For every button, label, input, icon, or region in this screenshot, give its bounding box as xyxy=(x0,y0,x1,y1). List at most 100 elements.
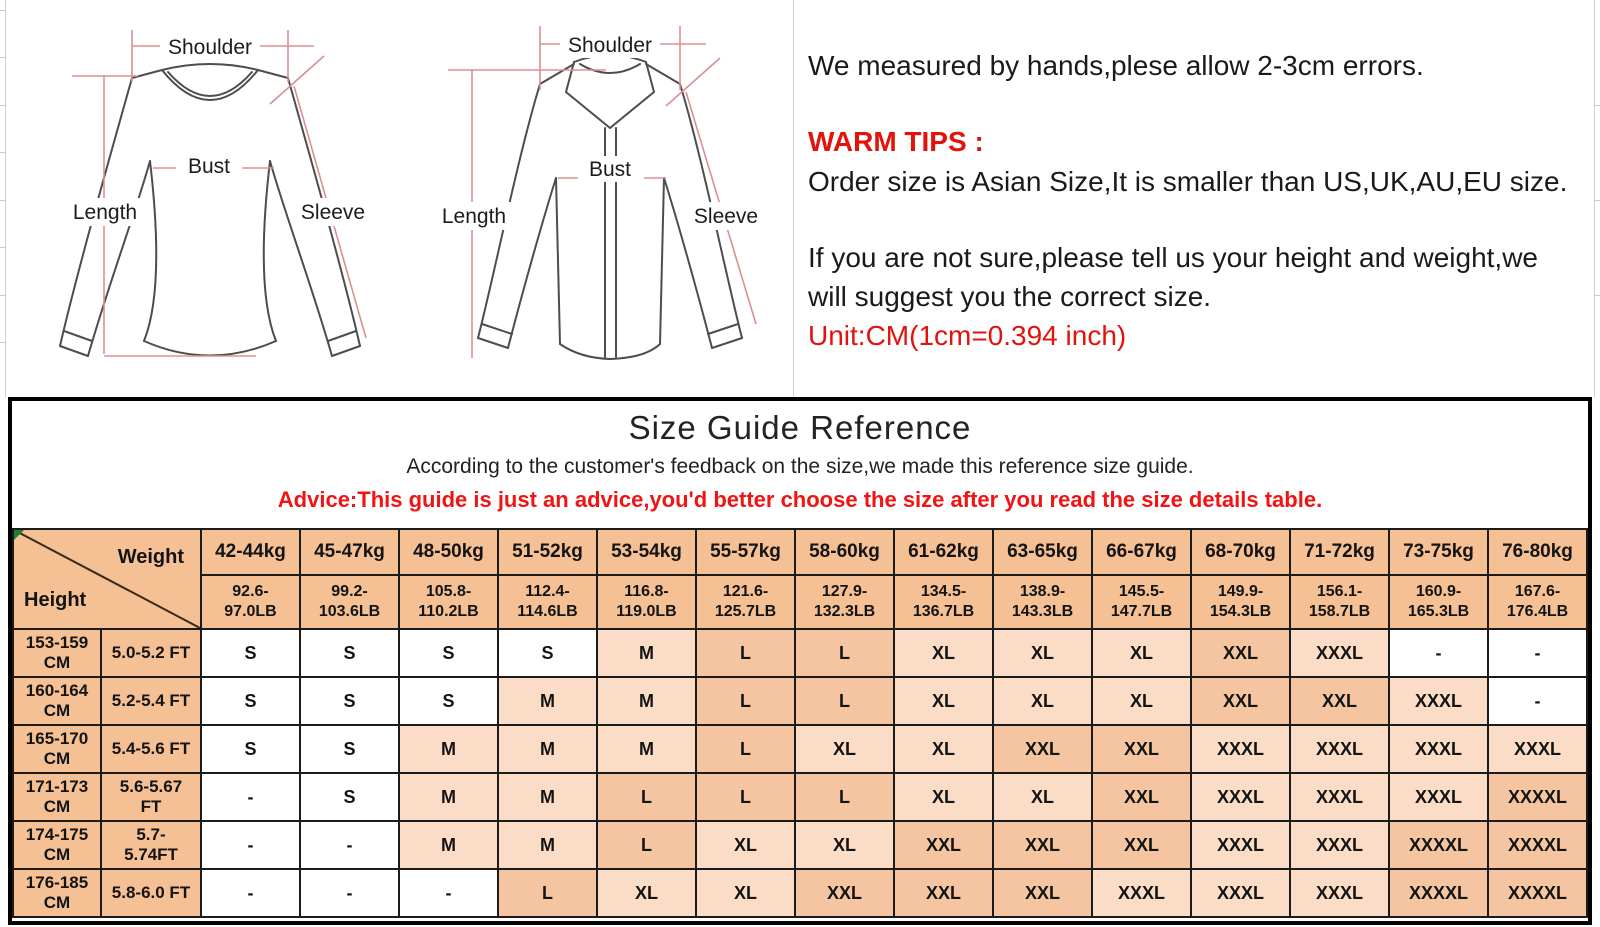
size-cell: M xyxy=(497,676,598,726)
size-cell: XXXL xyxy=(1091,868,1192,918)
size-cell: XXL xyxy=(893,820,994,870)
size-cell: XXL xyxy=(794,868,895,918)
not-sure-note-line2: will suggest you the correct size. xyxy=(808,281,1212,312)
size-cell: S xyxy=(398,628,499,678)
size-cell: L xyxy=(794,628,895,678)
weight-kg-header: 48-50kg xyxy=(398,528,499,576)
weight-lb-header: 167.6- 176.4LB xyxy=(1487,574,1588,630)
label-bg xyxy=(296,198,370,226)
table-row: 160-164 CM 5.2-5.4 FT S S S M M L L XL XL… xyxy=(12,676,1588,726)
weight-kg-header: 71-72kg xyxy=(1289,528,1390,576)
gridline xyxy=(1594,295,1600,296)
gridline xyxy=(0,10,6,11)
size-cell: - xyxy=(1388,628,1489,678)
label-bg xyxy=(176,152,242,180)
size-cell: M xyxy=(596,724,697,774)
weight-kg-header: 66-67kg xyxy=(1091,528,1192,576)
weight-kg-header: 61-62kg xyxy=(893,528,994,576)
size-cell: M xyxy=(398,820,499,870)
weight-lb-header: 127.9- 132.3LB xyxy=(794,574,895,630)
size-cell: M xyxy=(596,676,697,726)
shirt-length-label: Length xyxy=(442,205,506,228)
size-cell: S xyxy=(299,724,400,774)
size-cell: - xyxy=(200,772,301,822)
gridline xyxy=(0,295,6,296)
size-cell: XXXL xyxy=(1289,820,1390,870)
weight-kg-header: 68-70kg xyxy=(1190,528,1291,576)
size-cell: XXXL xyxy=(1388,676,1489,726)
size-cell: XXXL xyxy=(1190,772,1291,822)
size-cell: - xyxy=(299,868,400,918)
gridline xyxy=(0,105,6,106)
size-guide-box: Size Guide Reference According to the cu… xyxy=(8,397,1592,925)
size-cell: XXL xyxy=(1091,772,1192,822)
size-guide-header: Size Guide Reference According to the cu… xyxy=(12,401,1588,528)
height-cm-cell: 171-173 CM xyxy=(12,772,102,822)
weight-kg-header: 51-52kg xyxy=(497,528,598,576)
size-cell: XXL xyxy=(1190,676,1291,726)
size-guide-table: Weight Height 42-44kg 45-47kg 48-50kg 51… xyxy=(12,528,1588,918)
measured-note: We measured by hands,plese allow 2-3cm e… xyxy=(808,50,1424,81)
tee-bust-label: Bust xyxy=(188,155,230,178)
size-cell: XXL xyxy=(992,820,1093,870)
size-cell: XXXXL xyxy=(1487,772,1588,822)
size-cell: L xyxy=(695,676,796,726)
size-cell: XXL xyxy=(1190,628,1291,678)
weight-lb-header: 112.4- 114.6LB xyxy=(497,574,598,630)
weight-kg-header: 63-65kg xyxy=(992,528,1093,576)
size-cell: - xyxy=(1487,676,1588,726)
size-cell: XXXL xyxy=(1487,724,1588,774)
height-cm-cell: 153-159 CM xyxy=(12,628,102,678)
size-cell: XXL xyxy=(992,868,1093,918)
table-row: 165-170 CM 5.4-5.6 FT S S M M M L XL XL X… xyxy=(12,724,1588,774)
size-cell: XL xyxy=(893,628,994,678)
size-cell: S xyxy=(200,724,301,774)
height-cm-cell: 160-164 CM xyxy=(12,676,102,726)
gridline xyxy=(1594,0,1595,397)
size-cell: XL xyxy=(794,724,895,774)
size-cell: L xyxy=(794,772,895,822)
weight-kg-header: 55-57kg xyxy=(695,528,796,576)
weight-lb-header: 145.5- 147.7LB xyxy=(1091,574,1192,630)
label-bg xyxy=(64,198,146,226)
size-cell: XL xyxy=(794,820,895,870)
weight-lb-header: 105.8- 110.2LB xyxy=(398,574,499,630)
size-cell: L xyxy=(497,868,598,918)
size-cell: XL xyxy=(1091,628,1192,678)
size-cell: - xyxy=(299,820,400,870)
size-cell: XXXL xyxy=(1289,772,1390,822)
size-cell: XXXXL xyxy=(1388,820,1489,870)
warm-tips-heading: WARM TIPS : xyxy=(808,126,984,157)
corner-weight-label: Weight xyxy=(117,546,184,568)
shirt-bust-label: Bust xyxy=(589,158,631,181)
size-cell: S xyxy=(200,676,301,726)
size-cell: M xyxy=(497,820,598,870)
weight-lb-header: 116.8- 119.0LB xyxy=(596,574,697,630)
label-bg xyxy=(432,202,516,230)
table-row: 176-185 CM 5.8-6.0 FT - - - L XL XL XXL X… xyxy=(12,868,1588,918)
size-cell: M xyxy=(497,724,598,774)
size-cell: S xyxy=(200,628,301,678)
tee-length-label: Length xyxy=(73,201,137,224)
size-cell: XL xyxy=(596,868,697,918)
tee-sleeve-label: Sleeve xyxy=(301,201,365,224)
diagonal-divider xyxy=(14,530,200,628)
excel-marker-triangle xyxy=(15,531,24,540)
size-guide-subtitle: According to the customer's feedback on … xyxy=(406,455,1194,478)
size-cell: XXXXL xyxy=(1487,868,1588,918)
table-row: 153-159 CM 5.0-5.2 FT S S S S M L L XL XL… xyxy=(12,628,1588,678)
tee-shoulder-label: Shoulder xyxy=(168,36,252,59)
weight-lb-header: 149.9- 154.3LB xyxy=(1190,574,1291,630)
size-cell: XL xyxy=(695,820,796,870)
size-cell: M xyxy=(596,628,697,678)
size-cell: L xyxy=(794,676,895,726)
height-ft-cell: 5.6-5.67 FT xyxy=(100,772,202,822)
height-ft-cell: 5.2-5.4 FT xyxy=(100,676,202,726)
size-cell: XL xyxy=(992,772,1093,822)
size-cell: L xyxy=(695,628,796,678)
size-cell: XL xyxy=(695,868,796,918)
weight-lb-header: 121.6- 125.7LB xyxy=(695,574,796,630)
height-ft-cell: 5.8-6.0 FT xyxy=(100,868,202,918)
size-cell: XL xyxy=(992,628,1093,678)
weight-lb-header: 156.1- 158.7LB xyxy=(1289,574,1390,630)
